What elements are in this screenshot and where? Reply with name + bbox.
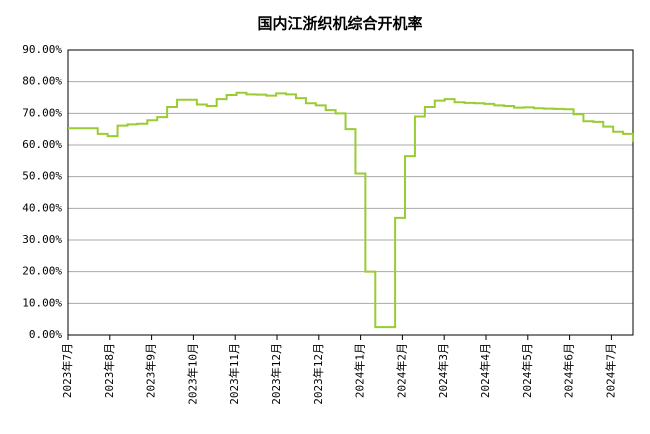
x-tick-label: 2024年6月 [562, 343, 576, 398]
x-tick-label: 2023年12月 [311, 343, 325, 405]
x-tick-label: 2024年3月 [436, 343, 450, 398]
x-tick-label: 2023年10月 [185, 343, 199, 405]
x-tick-label: 2024年5月 [520, 343, 534, 398]
plot-border [67, 49, 634, 336]
y-tick-label: 50.00% [22, 170, 62, 183]
x-tick-label: 2023年9月 [144, 343, 158, 398]
y-tick-label: 30.00% [22, 233, 62, 246]
x-tick-label: 2023年12月 [269, 343, 283, 405]
x-tick-label: 2023年8月 [102, 343, 116, 398]
x-tick-label: 2024年1月 [353, 343, 367, 398]
y-tick-label: 90.00% [22, 43, 62, 56]
x-tick-label: 2024年2月 [394, 343, 408, 398]
y-tick-label: 0.00% [29, 328, 62, 341]
y-tick-label: 10.00% [22, 296, 62, 309]
chart-title: 国内江浙织机综合开机率 [257, 15, 422, 33]
y-tick-label: 20.00% [22, 265, 62, 278]
x-tick-label: 2024年4月 [478, 343, 492, 398]
x-tick-label: 2024年7月 [603, 343, 617, 398]
x-tick-label: 2023年7月 [60, 343, 74, 398]
line-series [68, 91, 634, 329]
y-tick-label: 40.00% [22, 201, 62, 214]
x-tick-label: 2023年11月 [227, 343, 241, 405]
y-tick-label: 80.00% [22, 75, 62, 88]
y-tick-label: 60.00% [22, 138, 62, 151]
y-tick-label: 70.00% [22, 106, 62, 119]
